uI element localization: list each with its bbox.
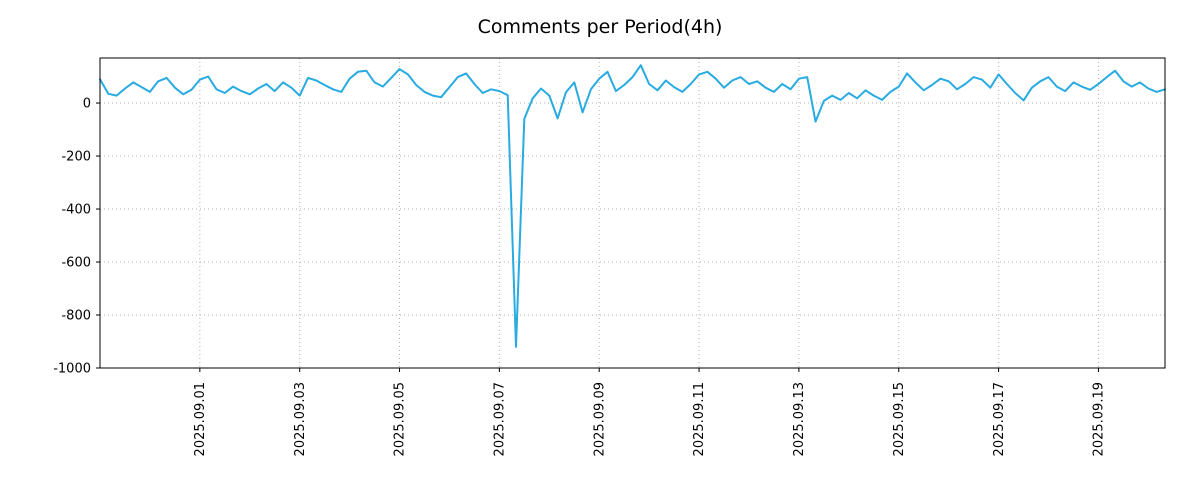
x-tick-label: 2025.09.17 xyxy=(992,382,1007,456)
y-tick-label: 0 xyxy=(83,96,91,111)
chart-title: Comments per Period(4h) xyxy=(477,16,723,38)
x-tick-label: 2025.09.03 xyxy=(293,382,308,456)
y-tick-label: -400 xyxy=(61,202,91,217)
x-tick-label: 2025.09.09 xyxy=(592,382,607,456)
x-tick-label: 2025.09.15 xyxy=(892,382,907,456)
x-tick-label: 2025.09.01 xyxy=(193,382,208,456)
x-tick-label: 2025.09.11 xyxy=(692,382,707,456)
y-tick-label: -800 xyxy=(61,308,91,323)
y-tick-label: -200 xyxy=(61,149,91,164)
plot-border xyxy=(99,57,1166,369)
series-line xyxy=(99,64,1166,348)
x-tick-label: 2025.09.19 xyxy=(1092,382,1107,456)
x-tick-label: 2025.09.13 xyxy=(792,382,807,456)
x-tick-label: 2025.09.07 xyxy=(493,382,508,456)
x-tick-label: 2025.09.05 xyxy=(393,382,408,456)
y-tick-label: -600 xyxy=(61,255,91,270)
y-tick-label: -1000 xyxy=(53,361,91,376)
